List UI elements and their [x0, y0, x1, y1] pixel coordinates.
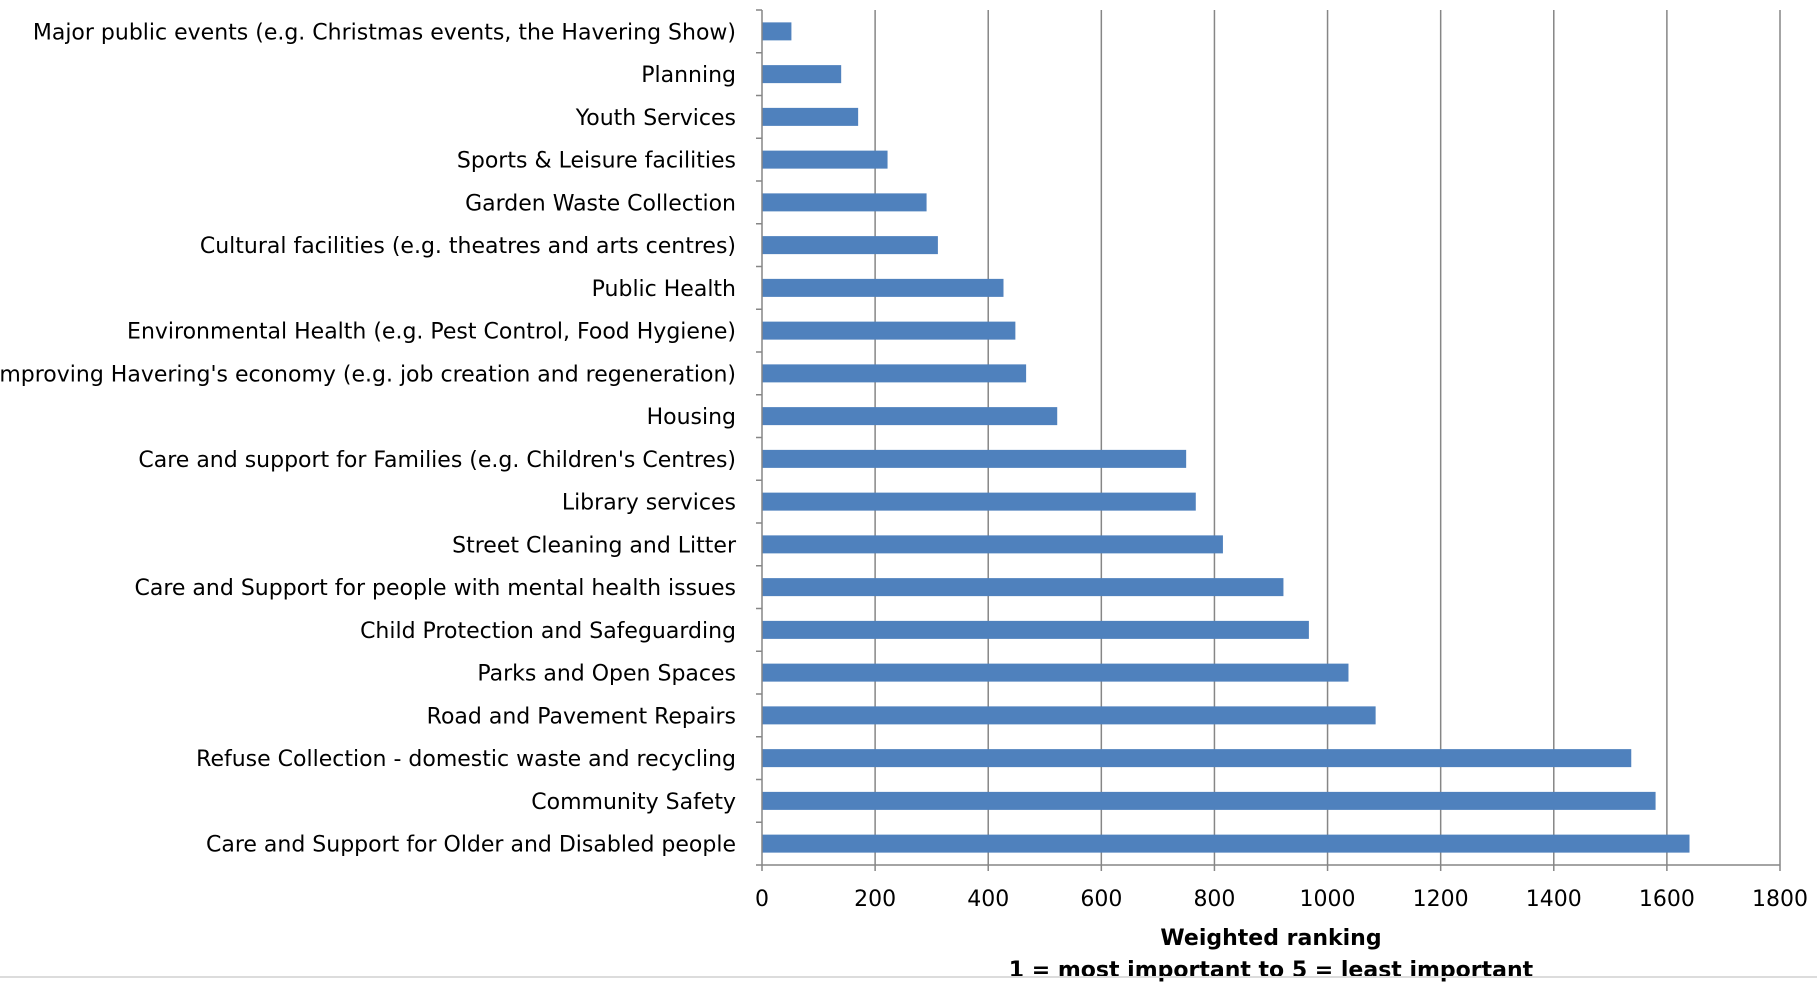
axes — [756, 9, 1781, 871]
category-label: Road and Pavement Repairs — [427, 704, 736, 729]
category-label: Public Health — [592, 277, 736, 302]
x-tick-label: 600 — [1080, 887, 1122, 912]
x-tick-label: 800 — [1193, 887, 1235, 912]
bar — [762, 107, 859, 126]
bar — [762, 492, 1196, 511]
category-label: Street Cleaning and Litter — [452, 533, 737, 558]
bar — [762, 535, 1223, 554]
bar — [762, 749, 1632, 768]
category-label: Child Protection and Safeguarding — [360, 619, 736, 644]
bar — [762, 407, 1058, 426]
x-tick-label: 400 — [967, 887, 1009, 912]
category-label: Improving Havering's economy (e.g. job c… — [0, 362, 736, 387]
x-axis-title: Weighted ranking — [1160, 926, 1381, 951]
category-label: Care and Support for people with mental … — [135, 576, 737, 601]
bar — [762, 706, 1376, 725]
bar — [762, 620, 1309, 639]
category-label: Major public events (e.g. Christmas even… — [33, 20, 736, 45]
category-label: Youth Services — [575, 106, 736, 131]
category-label: Garden Waste Collection — [465, 191, 736, 216]
category-label: Housing — [647, 405, 736, 430]
category-label: Cultural facilities (e.g. theatres and a… — [200, 234, 736, 259]
category-label: Library services — [562, 491, 736, 516]
bottom-divider — [0, 976, 1817, 978]
bar — [762, 834, 1690, 853]
bar — [762, 236, 938, 255]
category-label: Care and Support for Older and Disabled … — [206, 833, 736, 858]
category-label: Sports & Leisure facilities — [457, 149, 736, 174]
x-tick-labels: 0 200 400 600 800 1000 1200 1400 1600 1800 — [755, 887, 1808, 912]
gridlines — [874, 10, 1781, 865]
x-tick-label: 1200 — [1413, 887, 1469, 912]
x-axis-subtitle: 1 = most important to 5 = least importan… — [1009, 958, 1534, 983]
bar — [762, 22, 792, 41]
category-label: Community Safety — [531, 790, 736, 815]
x-tick-label: 1800 — [1752, 887, 1808, 912]
x-tick-label: 200 — [854, 887, 896, 912]
bar — [762, 578, 1284, 597]
bar — [762, 278, 1004, 297]
category-label: Refuse Collection - domestic waste and r… — [196, 747, 736, 772]
x-tick-label: 1000 — [1300, 887, 1356, 912]
x-tick-label: 1600 — [1639, 887, 1695, 912]
bar — [762, 364, 1027, 383]
category-label: Planning — [641, 63, 736, 88]
bars — [762, 22, 1690, 853]
bar — [762, 791, 1656, 810]
category-label: Care and support for Families (e.g. Chil… — [138, 448, 736, 473]
bar — [762, 150, 888, 169]
bar — [762, 449, 1187, 468]
category-label: Environmental Health (e.g. Pest Control,… — [127, 320, 736, 345]
category-labels: Major public events (e.g. Christmas even… — [0, 20, 737, 857]
bar — [762, 321, 1016, 340]
bar — [762, 193, 927, 212]
x-tick-label: 0 — [755, 887, 769, 912]
x-tick-label: 1400 — [1526, 887, 1582, 912]
category-label: Parks and Open Spaces — [477, 662, 736, 687]
bar — [762, 65, 842, 84]
bar — [762, 663, 1349, 682]
